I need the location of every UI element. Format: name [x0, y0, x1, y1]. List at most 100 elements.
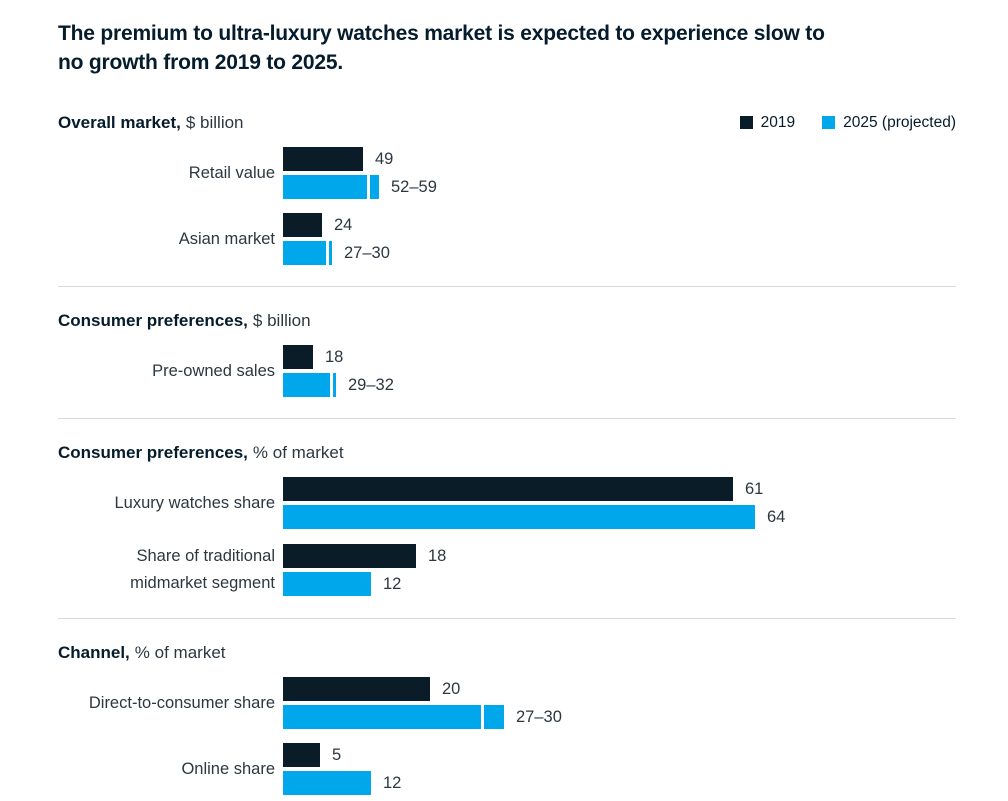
- bar-line-2019: 5: [283, 743, 956, 767]
- bar-2025: [283, 505, 755, 529]
- bar-line-2025: 12: [283, 771, 956, 795]
- value-label: 12: [383, 773, 402, 792]
- chart-sections: Overall market, $ billion 2019 2025 (projec…: [58, 113, 956, 795]
- row-pre-owned-sales: Pre-owned sales 18 29–32: [58, 345, 956, 397]
- bar-line-2025: 64: [283, 505, 956, 529]
- section-header: Channel,% of market: [58, 643, 956, 662]
- legend-swatch-2019-icon: [739, 116, 753, 129]
- value-label: 61: [745, 479, 764, 498]
- bar-line-2019: 20: [283, 677, 956, 701]
- value-label: 52–59: [391, 177, 437, 196]
- section-title: Channel,% of market: [58, 643, 226, 662]
- section-unit: % of market: [134, 643, 226, 662]
- bar-2019: [283, 743, 320, 767]
- section-rows: Pre-owned sales 18 29–32: [58, 345, 956, 397]
- section-unit: % of market: [252, 443, 344, 462]
- section-unit: $ billion: [252, 311, 311, 330]
- value-label: 18: [325, 347, 344, 366]
- row-direct-to-consumer-share: Direct-to-consumer share 20 27–30: [58, 677, 956, 729]
- legend-label: 2025 (projected): [843, 114, 956, 131]
- value-label: 20: [442, 679, 461, 698]
- row-asian-market: Asian market 24 27–30: [58, 213, 956, 265]
- value-label: 12: [383, 574, 402, 593]
- section-title: Consumer preferences, $ billion: [58, 311, 311, 330]
- section-divider: [58, 286, 956, 287]
- section-title: Overall market, $ billion: [58, 113, 244, 132]
- row-online-share: Online share 5 12: [58, 743, 956, 795]
- legend-item-2019: 2019: [739, 113, 796, 132]
- bar-2025: [283, 241, 332, 265]
- value-label: 24: [334, 215, 353, 234]
- bar-2025: [283, 771, 371, 795]
- bar-2025: [283, 572, 371, 596]
- row-bars: 18 12: [283, 544, 956, 596]
- bar-2025: [283, 175, 379, 199]
- section-overall-market-billion: Overall market, $ billion 2019 2025 (projec…: [58, 113, 956, 265]
- value-label: 64: [767, 507, 786, 526]
- row-label: Direct-to-consumer share: [88, 693, 275, 712]
- bar-line-2025: 12: [283, 572, 956, 596]
- section-header: Overall market, $ billion 2019 2025 (projec…: [58, 113, 956, 132]
- bar-line-2019: 24: [283, 213, 956, 237]
- section-rows: Direct-to-consumer share 20 27–30 Online sh…: [58, 677, 956, 795]
- row-label: Share of traditional midmarket segment: [130, 547, 275, 592]
- row-bars: 5 12: [283, 743, 956, 795]
- section-title: Consumer preferences,% of market: [58, 443, 344, 462]
- row-label: Retail value: [188, 163, 275, 182]
- row-bars: 18 29–32: [283, 345, 956, 397]
- bar-2019: [283, 345, 313, 369]
- legend-label: 2019: [760, 114, 796, 131]
- bar-line-2025: 52–59: [283, 175, 956, 199]
- bar-2019: [283, 213, 322, 237]
- value-label: 18: [428, 546, 447, 565]
- section-name: Overall market,: [58, 113, 181, 132]
- value-label: 49: [375, 149, 394, 168]
- bar-line-2025: 27–30: [283, 241, 956, 265]
- section-divider: [58, 418, 956, 419]
- section-divider: [58, 618, 956, 619]
- bar-line-2019: 49: [283, 147, 956, 171]
- value-label: 29–32: [348, 375, 394, 394]
- section-header: Consumer preferences,% of market: [58, 443, 956, 462]
- range-divider-tick: [326, 241, 329, 265]
- range-divider-tick: [367, 175, 370, 199]
- bar-2019: [283, 544, 416, 568]
- range-divider-tick: [330, 373, 333, 397]
- row-retail-value: Retail value 49 52–59: [58, 147, 956, 199]
- legend: 2019 2025 (projected): [739, 113, 956, 132]
- value-label: 27–30: [516, 707, 562, 726]
- bar-2025: [283, 705, 504, 729]
- bar-2019: [283, 147, 363, 171]
- bar-2019: [283, 677, 430, 701]
- bar-2025: [283, 373, 336, 397]
- figure-title: The premium to ultra-luxury watches mark…: [58, 22, 825, 74]
- section-consumer-preferences-of-market: Consumer preferences,% of market Luxury w…: [58, 443, 956, 597]
- section-header: Consumer preferences, $ billion: [58, 311, 956, 330]
- value-label: 5: [332, 745, 342, 764]
- row-bars: 24 27–30: [283, 213, 956, 265]
- value-label: 27–30: [344, 243, 390, 262]
- row-label: Asian market: [178, 229, 275, 248]
- bar-line-2019: 18: [283, 345, 956, 369]
- row-bars: 20 27–30: [283, 677, 956, 729]
- section-channel-of-market: Channel,% of market Direct-to-consumer sh…: [58, 643, 956, 795]
- bar-line-2019: 18: [283, 544, 956, 568]
- row-bars: 49 52–59: [283, 147, 956, 199]
- row-label: Pre-owned sales: [152, 361, 275, 380]
- row-bars: 61 64: [283, 477, 956, 529]
- row-luxury-watches-share: Luxury watches share 61 64: [58, 477, 956, 529]
- section-name: Consumer preferences,: [58, 311, 248, 330]
- legend-swatch-2025-icon: [822, 116, 836, 129]
- section-unit: $ billion: [185, 113, 244, 132]
- section-rows: Luxury watches share 61 64 Share of traditi…: [58, 477, 956, 597]
- bar-line-2025: 27–30: [283, 705, 956, 729]
- section-name: Channel,: [58, 643, 130, 662]
- legend-item-2025-projected: 2025 (projected): [822, 113, 956, 132]
- range-divider-tick: [481, 705, 484, 729]
- row-label: Online share: [181, 759, 275, 778]
- bar-line-2019: 61: [283, 477, 956, 501]
- row-label: Luxury watches share: [114, 493, 276, 512]
- section-consumer-preferences-billion: Consumer preferences, $ billion Pre-owned …: [58, 311, 956, 397]
- section-name: Consumer preferences,: [58, 443, 248, 462]
